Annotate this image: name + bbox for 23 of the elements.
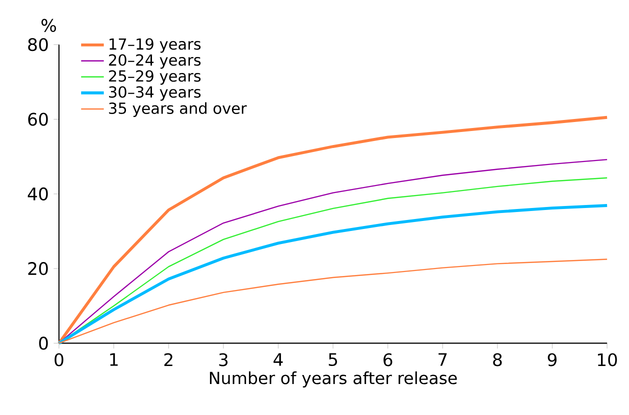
y-tick-label: 80	[28, 38, 48, 52]
x-axis-title: Number of years after release	[210, 371, 457, 388]
x-tick-label: 8	[493, 353, 502, 366]
x-tick-label: 3	[219, 353, 228, 366]
x-tick-label: 4	[274, 353, 283, 366]
y-axis-title: %	[41, 18, 56, 32]
x-tick-label: 5	[328, 353, 338, 366]
x-tick-label: 7	[438, 353, 447, 366]
x-tick-label: 6	[384, 353, 392, 366]
x-tick-label: 2	[164, 353, 172, 366]
legend-label: 17–19 years	[110, 38, 201, 53]
x-tick-label: 0	[54, 353, 64, 366]
y-tick-label: 0	[39, 336, 48, 350]
legend-label: 30–34 years	[109, 86, 201, 101]
y-tick-label: 40	[28, 187, 48, 200]
x-tick-label: 1	[110, 353, 118, 366]
x-tick-label: 9	[548, 353, 557, 366]
y-tick-label: 60	[28, 112, 48, 126]
legend-label: 25–29 years	[109, 70, 201, 85]
legend-label: 35 years and over	[109, 102, 247, 117]
legend-label: 20–24 years	[109, 54, 201, 69]
x-tick-label: 10	[598, 353, 617, 366]
y-tick-label: 20	[28, 262, 48, 276]
